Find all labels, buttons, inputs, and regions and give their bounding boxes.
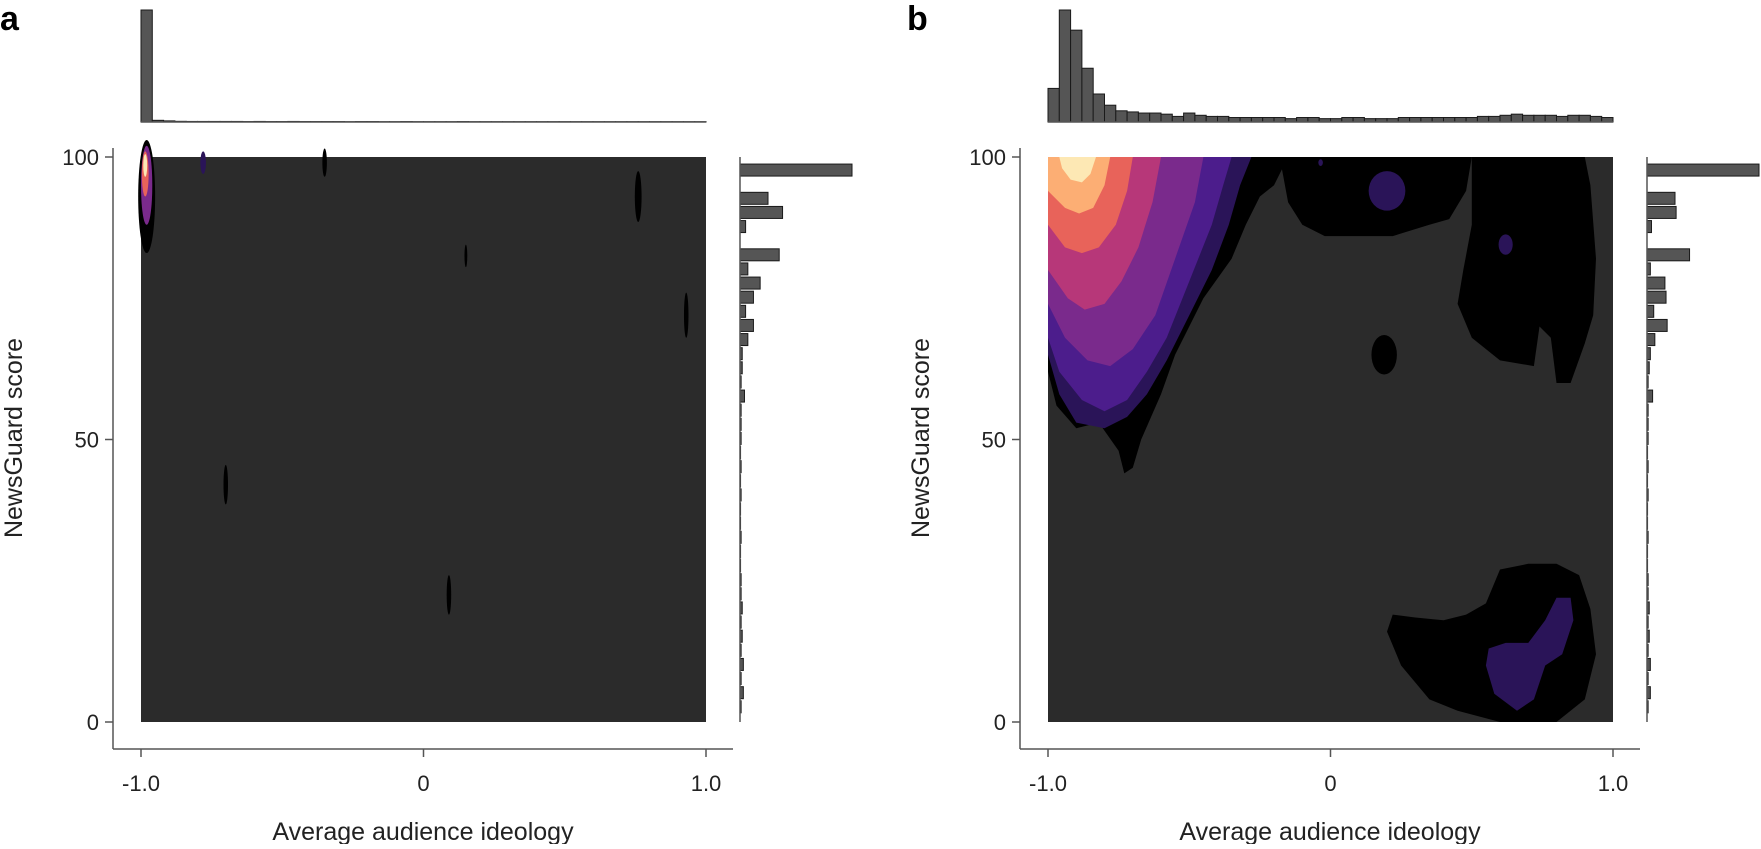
right-histogram-bar: [740, 334, 748, 346]
panel-a-y-ticks: 0 50 100: [62, 145, 113, 735]
top-histogram-bar: [1579, 115, 1590, 122]
top-histogram-bar: [1195, 115, 1206, 122]
x-tick-label: 1.0: [691, 771, 722, 796]
panel-b-letter: b: [907, 0, 928, 38]
panel-b: b 0 50 100 -1.0 0 1.0 Average audience ideol…: [907, 0, 1759, 844]
x-tick-label: 0: [417, 771, 429, 796]
right-histogram-bar: [1647, 334, 1655, 346]
top-histogram-bar: [1048, 88, 1059, 122]
density-blob-level-2: [200, 151, 206, 174]
top-histogram-bar: [1184, 113, 1195, 122]
right-histogram-bar: [1647, 164, 1759, 176]
right-histogram-bar: [740, 192, 768, 204]
top-histogram-bar: [1059, 10, 1070, 122]
y-tick-label: 50: [982, 428, 1006, 453]
panel-b-top-histogram: [1048, 10, 1613, 122]
top-histogram-bar: [141, 10, 152, 122]
density-blob-level-2: [1499, 234, 1513, 254]
x-tick-label: -1.0: [1029, 771, 1067, 796]
right-histogram-bar: [1647, 206, 1676, 218]
y-tick-label: 0: [87, 710, 99, 735]
panel-a-density-area: [141, 157, 706, 722]
top-histogram-bar: [1568, 115, 1579, 122]
density-blob-level-1: [684, 293, 689, 338]
density-blob-level-1: [447, 575, 452, 615]
y-tick-label: 0: [994, 710, 1006, 735]
panel-b-right-histogram: [1647, 164, 1759, 713]
x-tick-label: -1.0: [122, 771, 160, 796]
y-tick-label: 100: [62, 145, 99, 170]
top-histogram-bar: [1093, 94, 1104, 122]
right-histogram-bar: [1647, 305, 1654, 317]
density-blob-level-1: [322, 149, 327, 177]
top-histogram-bar: [1489, 116, 1500, 122]
top-histogram-bar: [1477, 116, 1488, 122]
panel-a-top-histogram: [141, 10, 706, 122]
panel-a-x-axis-title: Average audience ideology: [272, 818, 574, 844]
right-histogram-bar: [1647, 390, 1653, 402]
density-blob-level-2: [1318, 159, 1323, 166]
density-blob-level-2: [1369, 171, 1406, 211]
right-histogram-bar: [740, 291, 753, 303]
right-histogram-bar: [740, 206, 783, 218]
right-histogram-bar: [740, 263, 748, 275]
top-histogram-bar: [1071, 30, 1082, 122]
density-blob-level-1: [464, 245, 467, 268]
panel-b-x-axis-title: Average audience ideology: [1179, 818, 1481, 844]
panel-a: a 0 50 100 -1.0 0 1.0 Average audience ideol…: [0, 0, 852, 844]
top-histogram-bar: [1206, 116, 1217, 122]
top-histogram-bar: [1534, 115, 1545, 122]
y-tick-label: 100: [969, 145, 1006, 170]
right-histogram-bar: [740, 277, 760, 289]
top-histogram-bar: [1161, 114, 1172, 122]
right-histogram-bar: [740, 305, 746, 317]
top-histogram-bar: [1523, 115, 1534, 122]
right-histogram-bar: [740, 221, 746, 233]
x-tick-label: 0: [1324, 771, 1336, 796]
top-histogram-bar: [1172, 116, 1183, 122]
top-histogram-bar: [1105, 105, 1116, 122]
top-histogram-bar: [1138, 113, 1149, 122]
top-histogram-bar: [1218, 116, 1229, 122]
panel-a-x-ticks: -1.0 0 1.0: [122, 749, 721, 796]
density-blob-level-8: [143, 154, 147, 177]
top-histogram-bar: [1082, 68, 1093, 122]
density-blob-level-1: [223, 465, 228, 505]
top-histogram-bar: [1511, 114, 1522, 122]
right-histogram-bar: [1647, 249, 1690, 261]
right-histogram-bar: [1647, 319, 1667, 331]
top-histogram-bar: [1127, 112, 1138, 122]
x-tick-label: 1.0: [1598, 771, 1629, 796]
top-histogram-bar: [1590, 116, 1601, 122]
density-blob-level-1: [1371, 335, 1396, 375]
panel-b-y-axis-title: NewsGuard score: [907, 338, 935, 538]
panel-a-letter: a: [0, 0, 20, 38]
right-histogram-bar: [1647, 291, 1666, 303]
top-histogram-bar: [1557, 116, 1568, 122]
right-histogram-bar: [1647, 192, 1675, 204]
top-histogram-bar: [1116, 111, 1127, 122]
panel-a-right-histogram: [740, 164, 852, 713]
density-blob-level-1: [635, 171, 642, 222]
top-histogram-bar: [1150, 113, 1161, 122]
top-histogram-bar: [1500, 115, 1511, 122]
right-histogram-bar: [740, 319, 753, 331]
y-tick-label: 50: [75, 428, 99, 453]
top-histogram-bar: [1545, 115, 1556, 122]
panel-a-y-axis-title: NewsGuard score: [0, 338, 28, 538]
right-histogram-bar: [740, 164, 852, 176]
right-histogram-bar: [1647, 277, 1665, 289]
panel-b-y-ticks: 0 50 100: [969, 145, 1020, 735]
right-histogram-bar: [740, 249, 779, 261]
panel-b-x-ticks: -1.0 0 1.0: [1029, 749, 1628, 796]
